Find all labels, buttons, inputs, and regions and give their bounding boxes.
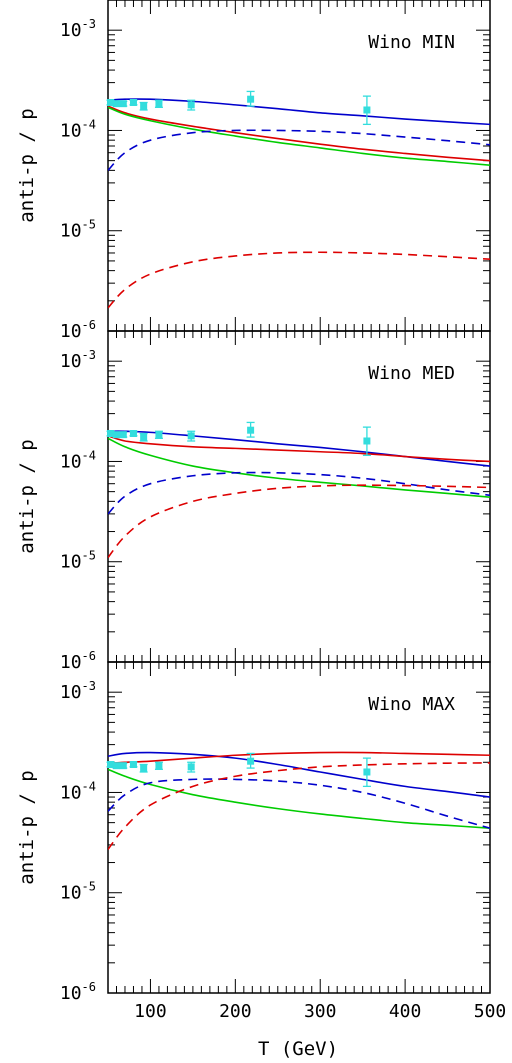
series-group xyxy=(108,751,490,850)
data-point xyxy=(112,431,120,439)
series-line-green-solid xyxy=(108,768,490,830)
y-tick-label: 10-5 xyxy=(60,880,96,904)
y-tick-label: 10-4 xyxy=(60,448,96,472)
series-line-red-dashed xyxy=(108,484,490,559)
data-point xyxy=(155,431,163,439)
y-axis-label: anti-p / p xyxy=(16,770,38,884)
data-point xyxy=(363,437,371,445)
data-point xyxy=(112,762,120,770)
series-line-blue-solid xyxy=(108,98,490,126)
y-tick-label: 10-4 xyxy=(60,779,96,803)
data-point xyxy=(129,99,137,107)
series-line-red-solid xyxy=(108,751,490,765)
x-tick-label: 500 xyxy=(474,1001,507,1022)
panel-title: Wino MIN xyxy=(368,32,455,53)
series-line-blue-dashed xyxy=(108,471,490,515)
data-point xyxy=(119,431,127,439)
data-points xyxy=(106,752,371,788)
series-line-red-solid xyxy=(108,435,490,463)
panel-title: Wino MED xyxy=(368,363,455,384)
series-line-green-solid xyxy=(108,106,490,167)
series-line-red-dashed xyxy=(108,762,490,850)
data-points xyxy=(106,90,371,126)
x-tick-label: 400 xyxy=(389,1001,422,1022)
data-point xyxy=(107,99,115,107)
data-point xyxy=(247,426,255,434)
series-line-red-solid xyxy=(108,105,490,162)
series-line-blue-dashed xyxy=(108,129,490,171)
series-group xyxy=(108,430,490,559)
series-line-blue-solid xyxy=(108,751,490,798)
data-point xyxy=(363,106,371,114)
y-tick-label: 10-3 xyxy=(60,348,96,372)
data-point xyxy=(187,101,195,109)
data-point xyxy=(112,100,120,108)
data-point xyxy=(155,100,163,108)
y-axis-label: anti-p / p xyxy=(16,108,38,222)
x-tick-label: 100 xyxy=(134,1001,167,1022)
panel-title: Wino MAX xyxy=(368,694,455,715)
panel-3: 10-6 10-5 10-4 10-3 anti-p / p Wino MAX 100 200… xyxy=(16,661,507,1022)
data-point xyxy=(247,95,255,103)
y-tick-label: 10-3 xyxy=(60,679,96,703)
series-line-red-dashed xyxy=(108,251,490,309)
series-group xyxy=(108,98,490,309)
y-tick-label: 10-6 xyxy=(60,980,96,1004)
data-point xyxy=(129,430,137,438)
data-point xyxy=(119,100,127,108)
data-point xyxy=(129,761,137,769)
series-line-blue-dashed xyxy=(108,778,490,829)
y-tick-label: 10-5 xyxy=(60,218,96,242)
data-point xyxy=(140,102,148,110)
x-tick-label: 300 xyxy=(304,1001,337,1022)
y-tick-label: 10-4 xyxy=(60,117,96,141)
data-point xyxy=(140,433,148,441)
panel-1: 10-6 10-5 10-4 10-3 anti-p / p Wino MIN xyxy=(16,0,491,342)
data-point xyxy=(363,768,371,776)
data-point xyxy=(187,432,195,440)
data-point xyxy=(187,763,195,771)
y-axis-label: anti-p / p xyxy=(16,439,38,553)
y-tick-label: 10-3 xyxy=(60,17,96,41)
data-point xyxy=(107,761,115,769)
panel-2: 10-6 10-5 10-4 10-3 anti-p / p Wino MED xyxy=(16,330,491,673)
data-point xyxy=(247,757,255,765)
data-point xyxy=(140,764,148,772)
x-axis-label: T (GeV) xyxy=(258,1038,338,1060)
y-tick-label: 10-5 xyxy=(60,549,96,573)
data-point xyxy=(107,430,115,438)
series-line-blue-solid xyxy=(108,430,490,467)
data-point xyxy=(119,762,127,770)
series-line-green-solid xyxy=(108,437,490,499)
data-points xyxy=(106,421,371,457)
x-tick-label: 200 xyxy=(219,1001,252,1022)
y-tick-label: 10-6 xyxy=(60,649,96,673)
data-point xyxy=(155,762,163,770)
y-tick-label: 10-6 xyxy=(60,318,96,342)
